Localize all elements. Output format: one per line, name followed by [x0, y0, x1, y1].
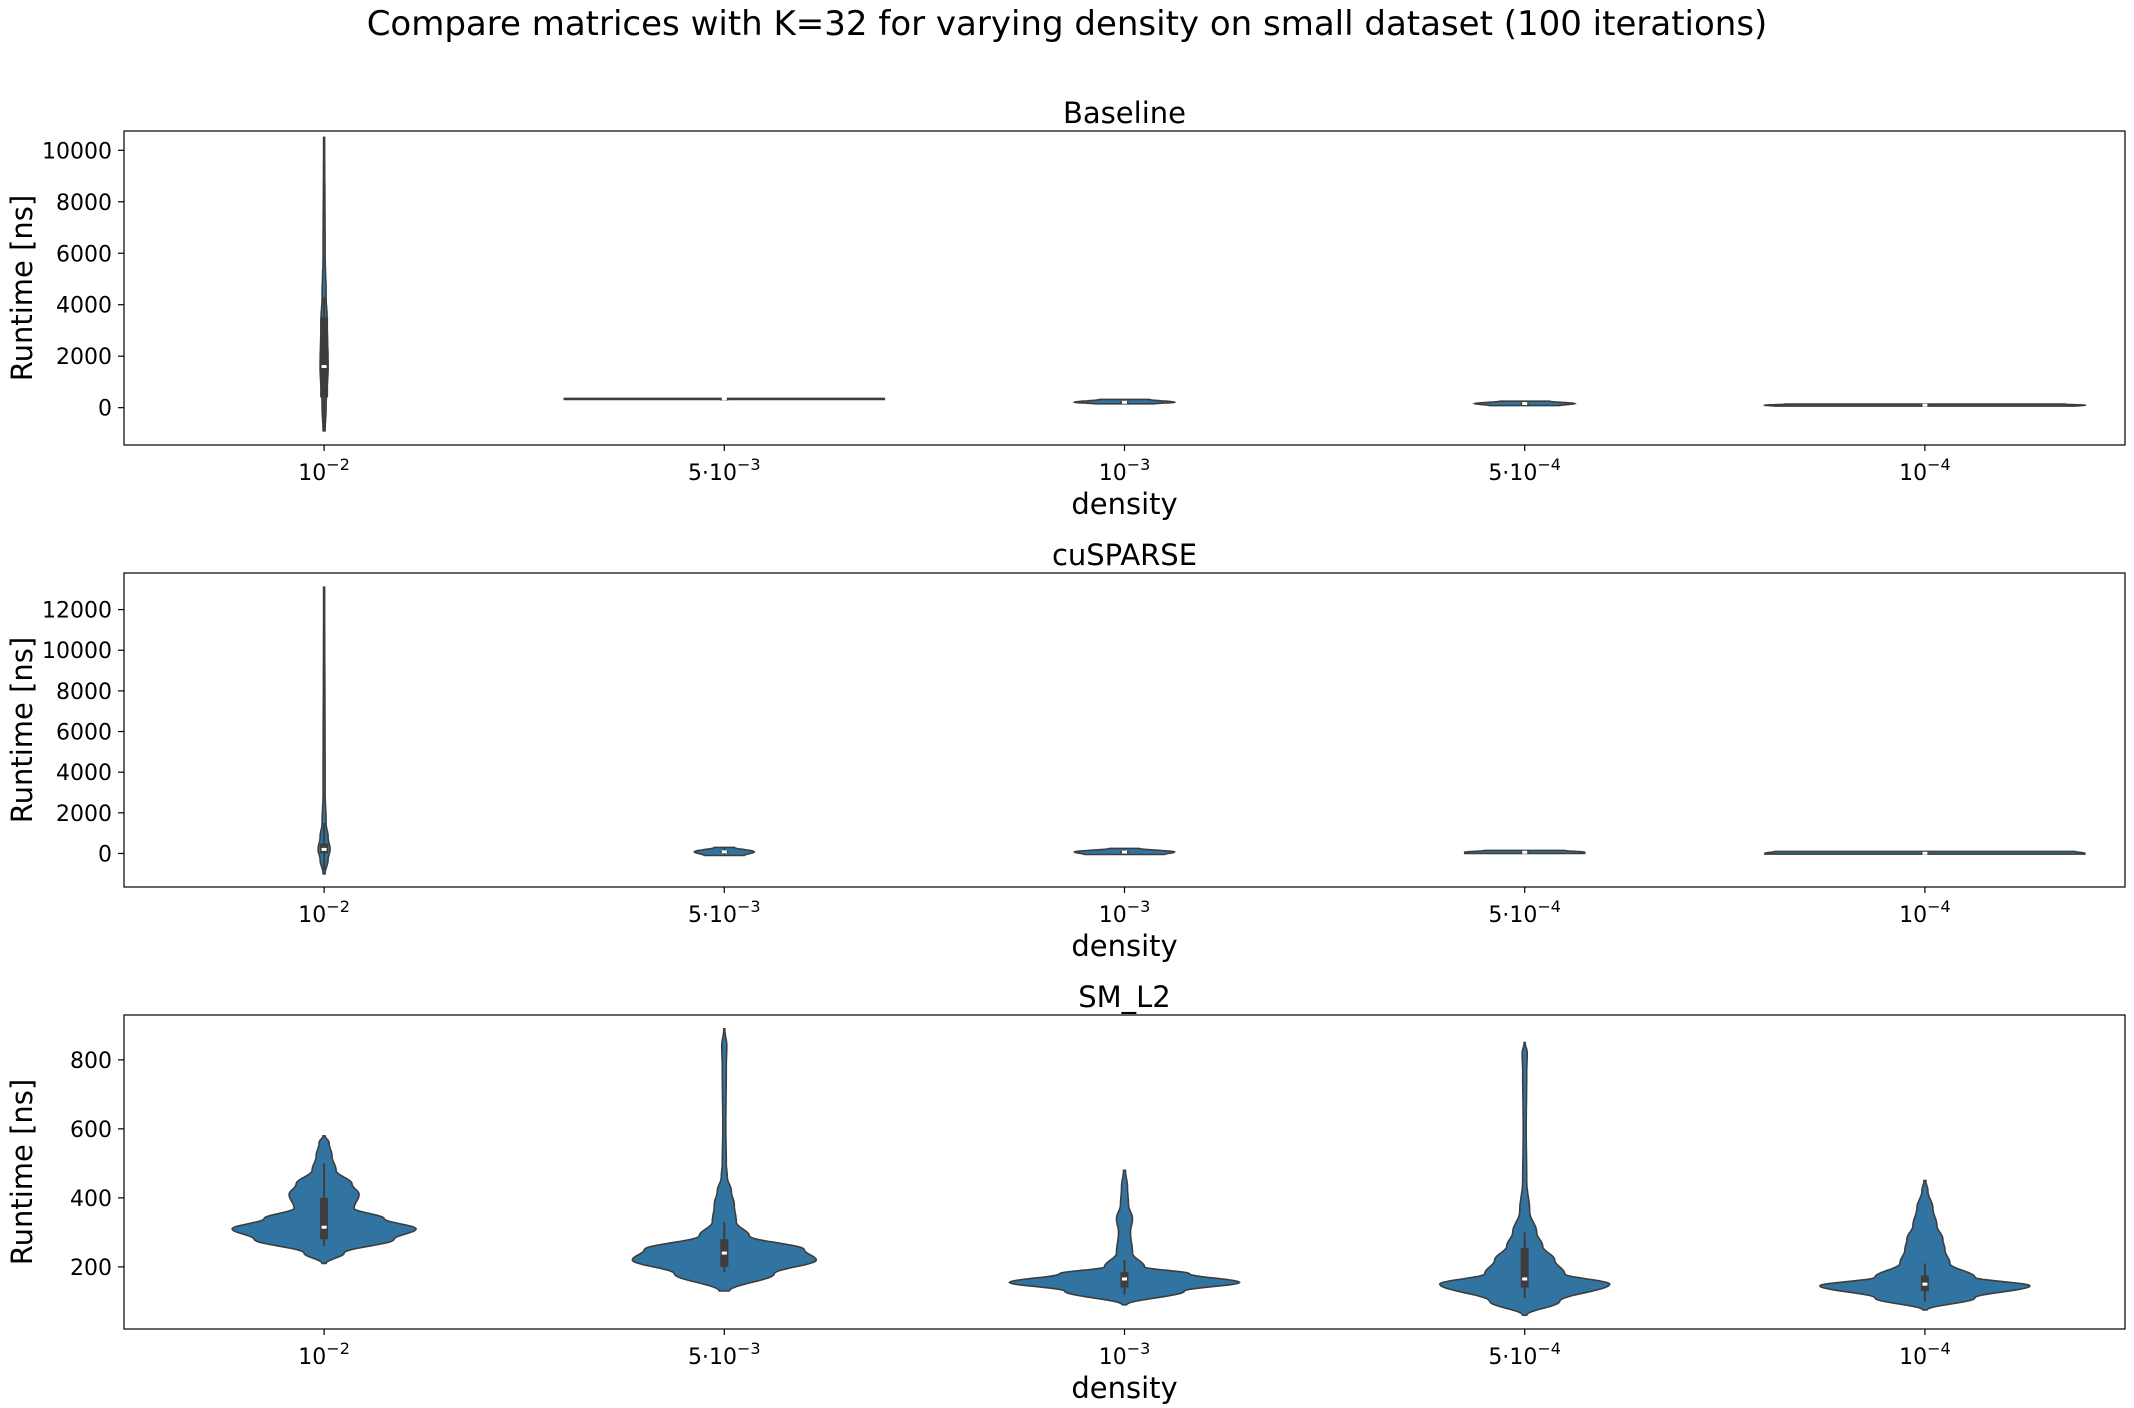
y-tick-label: 12000 — [42, 599, 112, 624]
axes-frame — [123, 130, 2126, 446]
violin-body — [631, 1028, 818, 1292]
violins — [319, 136, 2087, 432]
y-tick-label: 6000 — [56, 721, 112, 746]
x-tick-label: 10−3 — [1099, 1339, 1151, 1370]
violin-body — [1438, 1041, 1611, 1316]
y-tick-label: 600 — [70, 1118, 112, 1143]
y-tick-label: 400 — [70, 1187, 112, 1212]
violin-box — [320, 1197, 329, 1240]
violin-median — [1922, 1282, 1928, 1286]
y-tick-label: 6000 — [56, 242, 112, 267]
violin-median — [721, 397, 727, 401]
x-tick-label: 5⋅10−3 — [688, 455, 761, 486]
violin-body — [1818, 1179, 2032, 1311]
violin-median — [1922, 851, 1928, 855]
y-axis-label: Runtime [ns] — [5, 195, 39, 381]
x-tick-label: 5⋅10−4 — [1488, 897, 1561, 928]
y-tick-label: 0 — [98, 397, 112, 422]
violin-body — [1008, 1169, 1241, 1306]
x-tick-label: 10−4 — [1899, 455, 1951, 486]
x-tick-label: 5⋅10−3 — [688, 897, 761, 928]
y-tick-label: 2000 — [56, 345, 112, 370]
y-tick-label: 8000 — [56, 191, 112, 216]
x-axis-label: density — [1071, 929, 1177, 963]
x-tick-label: 10−3 — [1099, 455, 1151, 486]
x-tick-label: 5⋅10−4 — [1488, 455, 1561, 486]
violin-body — [317, 586, 331, 875]
x-axis-label: density — [1071, 1371, 1177, 1405]
violin-box — [1520, 1247, 1529, 1288]
y-tick-label: 800 — [70, 1049, 112, 1074]
violin-median — [1922, 403, 1928, 407]
y-axis-label: Runtime [ns] — [5, 637, 39, 823]
violins — [317, 586, 2086, 875]
x-tick-label: 10−4 — [1899, 1339, 1951, 1370]
y-tick-label: 200 — [70, 1256, 112, 1281]
panel-title: SM_L2 — [1078, 980, 1171, 1014]
violin-median — [1522, 1277, 1528, 1281]
violin-median — [1522, 402, 1528, 406]
x-axis-label: density — [1071, 487, 1177, 521]
y-tick-label: 0 — [98, 842, 112, 867]
panel-title: cuSPARSE — [1052, 538, 1197, 572]
violin-median — [1122, 850, 1127, 854]
x-tick-label: 5⋅10−3 — [688, 1339, 761, 1370]
y-tick-label: 10000 — [42, 639, 112, 664]
x-tick-label: 10−3 — [1099, 897, 1151, 928]
axes-frame — [123, 572, 2126, 888]
x-tick-label: 10−4 — [1899, 897, 1951, 928]
x-tick-label: 10−2 — [298, 897, 350, 928]
panel-title: Baseline — [1063, 96, 1186, 130]
violin-median — [721, 850, 727, 854]
y-tick-label: 8000 — [56, 680, 112, 705]
x-tick-label: 5⋅10−4 — [1488, 1339, 1561, 1370]
violin-median — [1522, 850, 1528, 854]
x-tick-label: 10−2 — [298, 1339, 350, 1370]
violin-median — [321, 1225, 327, 1229]
violin-median — [721, 1251, 727, 1255]
panel-baseline: Baseline 0 2000 4000 6000 8000 10000 10−2 5⋅10−3… — [5, 96, 2126, 521]
x-tick-label: 10−2 — [298, 455, 350, 486]
violin-median — [321, 365, 327, 368]
panel-sm-l2: SM_L2 200 400 600 800 10−2 5⋅10−3 10−3 5⋅10−4 10−… — [5, 980, 2126, 1405]
violin-box — [320, 317, 329, 398]
panel-cusparse: cuSPARSE 0 2000 4000 6000 8000 10000 12000 10−2 5… — [5, 538, 2126, 963]
violins — [231, 1028, 2032, 1316]
y-tick-label: 10000 — [42, 139, 112, 164]
y-tick-label: 4000 — [56, 294, 112, 319]
violin-median — [1122, 400, 1127, 404]
y-axis-label: Runtime [ns] — [5, 1079, 39, 1265]
main-title: Compare matrices with K=32 for varying d… — [366, 4, 1768, 44]
y-tick-label: 2000 — [56, 802, 112, 827]
violin-median — [321, 847, 327, 851]
y-tick-label: 4000 — [56, 761, 112, 786]
violin-median — [1122, 1277, 1127, 1281]
